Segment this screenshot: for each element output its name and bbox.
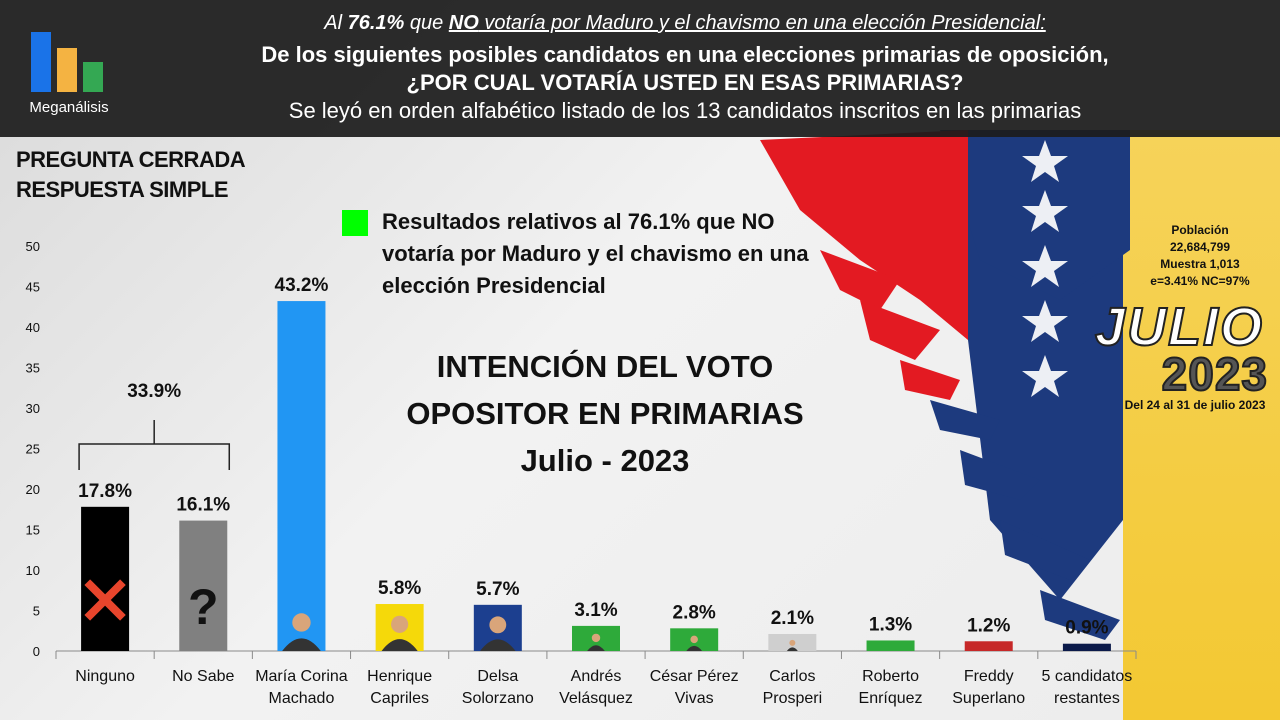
y-tick-label: 10: [26, 563, 40, 578]
candidate-photo-icon: [282, 638, 321, 651]
badge-year: 2023: [1161, 347, 1268, 401]
category-label: María Corina: [255, 668, 348, 685]
question-mark-icon: ?: [188, 579, 219, 635]
bar-value-label: 1.3%: [869, 614, 912, 635]
y-tick-label: 50: [26, 239, 40, 254]
bar-value-label: 3.1%: [574, 600, 617, 621]
category-label: Delsa: [477, 668, 518, 685]
logo-bar-yellow: [57, 48, 77, 92]
y-tick-label: 35: [26, 361, 40, 376]
category-label: Andrés: [571, 668, 622, 685]
group-bracket: [78, 443, 231, 470]
category-label: 5 candidatos: [1042, 668, 1133, 685]
y-tick-label: 45: [26, 280, 40, 295]
candidate-photo-icon: [591, 633, 601, 643]
logo-name: Meganálisis: [29, 99, 109, 116]
bar-value-label: 0.9%: [1065, 618, 1108, 639]
candidate-photo-icon: [391, 615, 409, 633]
legend-text: Resultados relativos al 76.1% que NO vot…: [382, 209, 809, 298]
bar: [1062, 643, 1111, 651]
question-type: PREGUNTA CERRADA RESPUESTA SIMPLE: [16, 147, 246, 202]
category-label: Velásquez: [559, 690, 633, 707]
y-tick-label: 30: [26, 401, 40, 416]
meganalisis-logo: Meganálisis: [24, 28, 114, 120]
category-label: Freddy: [964, 668, 1014, 685]
candidate-photo-icon: [686, 645, 703, 651]
bar-value-label: 16.1%: [176, 495, 230, 516]
bar-value-label: 17.8%: [78, 481, 132, 502]
header-line-3: ¿POR CUAL VOTARÍA USTED EN ESAS PRIMARIA…: [406, 70, 964, 95]
badge-dates: Del 24 al 31 de julio 2023: [1124, 398, 1266, 412]
header-line-4: Se leyó en orden alfabético listado de l…: [288, 98, 1082, 123]
candidate-photo-icon: [381, 639, 418, 651]
legend-swatch: [342, 210, 368, 236]
category-label: Machado: [269, 690, 335, 707]
x-mark-icon: [84, 579, 126, 621]
y-tick-label: 20: [26, 482, 40, 497]
category-label: restantes: [1054, 690, 1120, 707]
category-label: No Sabe: [172, 668, 234, 685]
bar-value-label: 2.8%: [673, 602, 716, 623]
category-label: Carlos: [769, 668, 815, 685]
bar: [866, 640, 915, 651]
y-tick-label: 40: [26, 320, 40, 335]
candidate-photo-icon: [489, 616, 507, 634]
logo-bar-blue: [31, 32, 51, 92]
bar: [964, 641, 1013, 651]
candidate-photo-icon: [587, 645, 605, 651]
candidate-photo-icon: [786, 647, 798, 651]
y-tick-label: 15: [26, 523, 40, 538]
header-banner: Meganálisis Al 76.1% que NO votaría por …: [0, 0, 1280, 137]
group-total-label: 33.9%: [127, 381, 181, 402]
category-label: Capriles: [370, 690, 429, 707]
category-label: Henrique: [367, 668, 432, 685]
y-tick-label: 25: [26, 442, 40, 457]
bar-value-label: 5.7%: [476, 579, 519, 600]
logo-bar-green: [83, 62, 103, 92]
header-line-2: De los siguientes posibles candidatos en…: [261, 42, 1109, 67]
category-label: Prosperi: [763, 690, 823, 707]
category-label: Roberto: [862, 668, 919, 685]
sample-info: Población 22,684,799 Muestra 1,013 e=3.4…: [1150, 223, 1250, 288]
candidate-photo-icon: [690, 635, 698, 644]
category-label: Vivas: [675, 690, 714, 707]
chart-title: INTENCIÓN DEL VOTO OPOSITOR EN PRIMARIAS…: [406, 349, 804, 478]
category-label: Enríquez: [859, 690, 923, 707]
bar-value-label: 43.2%: [275, 275, 329, 296]
candidate-photo-icon: [292, 613, 311, 632]
category-label: Superlano: [952, 690, 1025, 707]
bar: [81, 506, 130, 651]
bar-value-label: 5.8%: [378, 578, 421, 599]
candidate-photo-icon: [480, 639, 516, 651]
candidate-photo-icon: [789, 639, 796, 646]
bar: [277, 301, 326, 651]
bar-value-label: 1.2%: [967, 615, 1010, 636]
y-tick-label: 0: [33, 644, 40, 659]
category-label: Ninguno: [75, 668, 135, 685]
category-label: César Pérez: [650, 668, 739, 685]
header-line-1: Al 76.1% que NO votaría por Maduro y el …: [324, 12, 1046, 34]
bar-value-label: 2.1%: [771, 608, 814, 629]
category-label: Solorzano: [462, 690, 534, 707]
y-tick-label: 5: [33, 604, 40, 619]
bar: [179, 520, 228, 651]
badge-month: JULIO: [1094, 296, 1264, 358]
